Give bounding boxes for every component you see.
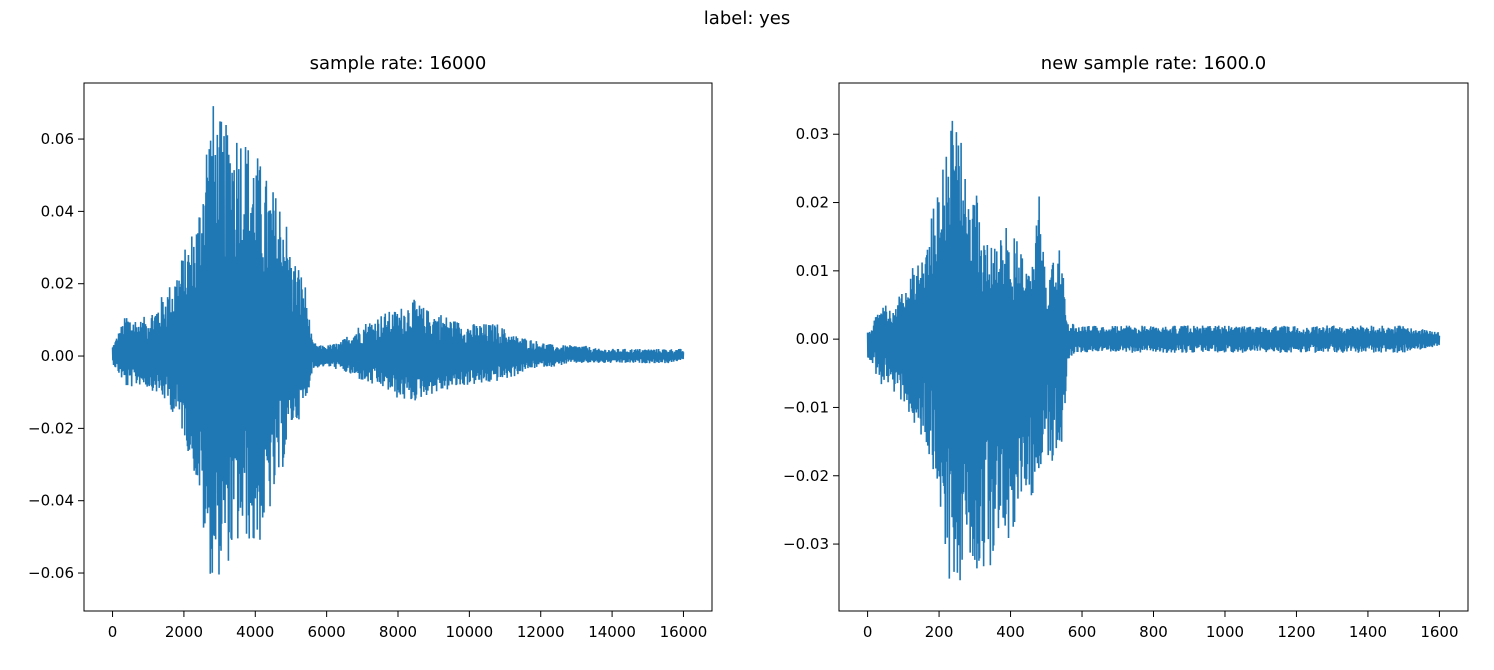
subplot-1-signal-line <box>111 106 685 575</box>
y-tick-label: 0.02 <box>796 194 829 212</box>
x-tick-label: 1200 <box>1277 623 1315 641</box>
x-tick-label: 0 <box>863 623 873 641</box>
x-tick-label: 8000 <box>379 623 417 641</box>
x-tick-label: 1600 <box>1420 623 1458 641</box>
y-tick-label: 0.00 <box>796 330 829 348</box>
y-tick-label: −0.01 <box>783 398 829 416</box>
y-tick-label: 0.02 <box>41 275 74 293</box>
x-tick-label: 200 <box>925 623 954 641</box>
x-tick-label: 12000 <box>517 623 565 641</box>
subplot-2: new sample rate: 1600.0 0 200 400 600 800 1000… <box>783 53 1469 641</box>
y-tick-label: −0.04 <box>28 492 74 510</box>
x-tick-label: 1400 <box>1349 623 1387 641</box>
y-tick-label: 0.06 <box>41 130 74 148</box>
y-tick-label: −0.03 <box>783 535 829 553</box>
x-tick-label: 2000 <box>165 623 203 641</box>
y-tick-label: −0.02 <box>28 419 74 437</box>
y-tick-label: −0.02 <box>783 467 829 485</box>
x-tick-label: 800 <box>1139 623 1168 641</box>
y-tick-label: 0.00 <box>41 347 74 365</box>
subplot-2-signal-line <box>866 120 1441 581</box>
y-tick-label: 0.03 <box>796 125 829 143</box>
y-tick-label: 0.01 <box>796 262 829 280</box>
x-tick-label: 4000 <box>236 623 274 641</box>
x-tick-label: 1000 <box>1206 623 1244 641</box>
x-tick-label: 10000 <box>446 623 494 641</box>
subplot-2-title: new sample rate: 1600.0 <box>1041 53 1266 74</box>
subplot-1-title: sample rate: 16000 <box>310 53 487 74</box>
x-tick-label: 600 <box>1068 623 1097 641</box>
subplot-1: sample rate: 16000 0 2000 4000 6000 8000 10000… <box>28 53 713 641</box>
x-tick-label: 0 <box>108 623 118 641</box>
figure-suptitle: label: yes <box>703 8 791 29</box>
x-tick-label: 6000 <box>308 623 346 641</box>
x-tick-label: 16000 <box>660 623 708 641</box>
y-tick-label: −0.06 <box>28 564 74 582</box>
y-tick-label: 0.04 <box>41 202 74 220</box>
x-tick-label: 400 <box>996 623 1025 641</box>
x-tick-label: 14000 <box>588 623 636 641</box>
